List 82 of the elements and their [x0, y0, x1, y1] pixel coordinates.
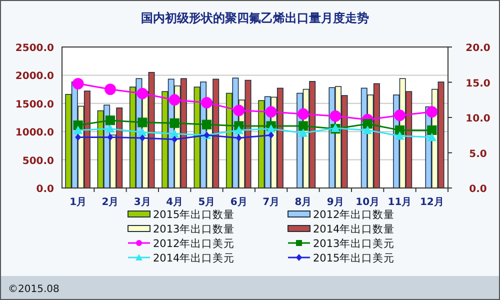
bar: [148, 72, 155, 188]
legend-label: 2012年出口美元: [153, 237, 235, 250]
point: [105, 116, 116, 126]
y2-tick-label: 5.0: [469, 148, 487, 160]
y-tick-label: 0.0: [36, 184, 54, 195]
point: [426, 106, 438, 118]
y-tick-label: 2000.0: [15, 71, 54, 82]
point: [268, 132, 274, 139]
legend-label: 2015年出口美元: [313, 252, 395, 264]
legend-label: 2014年出口美元: [153, 252, 235, 264]
point: [330, 110, 342, 122]
legend-label: 2014年出口数量: [313, 222, 395, 236]
bar: [258, 100, 265, 188]
point: [395, 131, 404, 140]
point: [107, 134, 114, 141]
point: [298, 128, 308, 137]
point: [170, 118, 180, 128]
y-tick-label: 2500.0: [15, 43, 54, 54]
point: [74, 126, 83, 134]
bar: [162, 91, 168, 188]
x-tick-label: 10月: [356, 197, 380, 208]
point: [394, 110, 406, 122]
point: [427, 125, 437, 135]
point: [202, 120, 212, 130]
bar: [116, 108, 123, 188]
point: [106, 124, 115, 133]
point: [265, 106, 277, 118]
point: [362, 119, 372, 129]
x-tick-label: 5月: [198, 197, 216, 208]
x-tick-label: 12月: [420, 197, 444, 208]
x-tick-label: 1月: [70, 197, 87, 208]
point: [139, 134, 146, 142]
point: [427, 132, 436, 142]
text: ©2015.08: [8, 284, 60, 295]
point: [236, 134, 242, 142]
point: [298, 121, 308, 131]
point: [233, 104, 245, 116]
point: [75, 134, 82, 141]
chart-title: 国内初级形状的聚四氟乙烯出口量月度走势: [141, 11, 369, 25]
point: [138, 128, 147, 136]
bar: [84, 90, 90, 188]
y-tick-label: 1000.0: [15, 128, 54, 139]
bar: [406, 91, 412, 188]
bar: [276, 88, 284, 188]
legend-label: 2015年出口数量: [153, 208, 235, 221]
x-tick-label: 2月: [102, 197, 119, 208]
bar: [212, 78, 220, 188]
x-tick-label: 11月: [388, 197, 412, 208]
point: [72, 78, 84, 90]
x-tick-label: 6月: [230, 197, 248, 208]
x-tick-label: 8月: [294, 197, 312, 208]
bar: [65, 94, 72, 188]
y2-tick-label: 10.0: [466, 114, 490, 124]
y2-tick-label: 15.0: [466, 78, 490, 90]
x-tick-label: 4月: [166, 197, 184, 208]
point: [298, 108, 309, 120]
legend-label: 2013年出口数量: [153, 222, 235, 236]
bar: [309, 81, 316, 188]
point: [234, 126, 244, 134]
point: [136, 88, 148, 100]
y-tick-label: 1500.0: [15, 99, 54, 110]
x-tick-label: 9月: [326, 197, 344, 208]
point: [363, 126, 372, 134]
point: [266, 124, 276, 133]
bar: [180, 78, 187, 188]
y2-tick-label: 20.0: [466, 43, 490, 54]
point: [172, 136, 178, 143]
bar: [341, 95, 348, 188]
bar: [244, 80, 252, 188]
point: [201, 96, 212, 108]
y-tick-label: 500.0: [22, 156, 54, 167]
point: [170, 129, 180, 138]
bar: [373, 83, 380, 188]
point: [104, 84, 116, 95]
y2-tick-label: 0.0: [469, 184, 487, 195]
bar: [438, 82, 444, 188]
legend-label: 2012年出口数量: [313, 208, 395, 221]
x-tick-label: 3月: [134, 197, 151, 208]
x-tick-label: 7月: [262, 197, 280, 208]
point: [168, 94, 180, 106]
legend-label: 2013年出口美元: [313, 237, 395, 250]
point: [138, 118, 148, 128]
